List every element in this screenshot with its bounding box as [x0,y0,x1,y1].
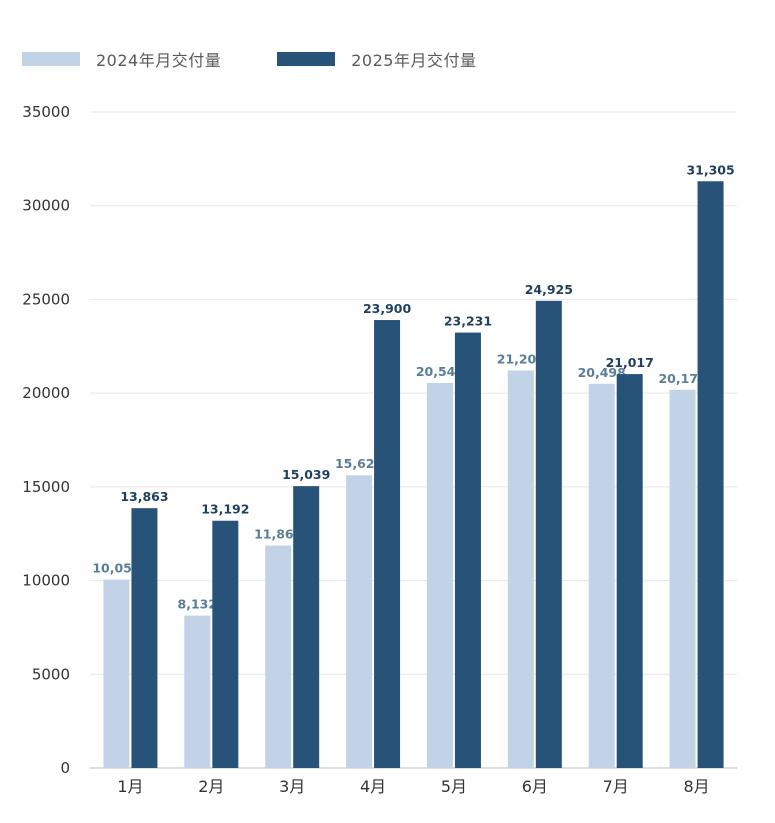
x-tick-label: 5月 [441,777,467,796]
y-tick-label: 25000 [22,290,70,308]
bar-2024 [588,383,615,768]
x-tick-label: 2月 [198,777,224,796]
bar-2024 [507,370,534,768]
data-label-2025: 24,925 [525,282,573,297]
data-label-2025: 23,900 [363,301,412,316]
data-label-2024: 20,544 [416,364,465,379]
legend-item-2025: 2025年月交付量 [277,47,476,71]
legend-swatch-2025 [277,52,336,66]
bar-2025 [697,181,724,768]
data-label-2025: 13,863 [120,489,168,504]
bar-2025 [616,374,643,768]
bar-2025 [212,520,239,768]
y-tick-label: 15000 [22,478,70,496]
bar-2024 [184,615,211,768]
x-tick-label: 8月 [683,777,709,796]
bar-2025 [293,486,320,768]
data-label-2024: 21,209 [497,351,545,366]
data-label-2025: 21,017 [606,355,654,370]
bar-2024 [346,475,373,768]
x-tick-label: 4月 [360,777,386,796]
bar-2025 [535,300,562,768]
x-tick-label: 1月 [117,777,143,796]
y-tick-label: 30000 [22,197,70,215]
bar-2025 [131,508,158,768]
data-label-2024: 20,176 [658,371,707,386]
data-label-2024: 8,132 [178,597,218,612]
x-tick-label: 7月 [603,777,629,796]
bar-2025 [374,320,401,768]
data-label-2025: 31,305 [686,162,734,177]
bar-2024 [426,382,453,768]
y-tick-label: 35000 [22,103,70,121]
data-label-2025: 13,192 [201,502,249,517]
y-tick-label: 5000 [32,665,70,683]
y-tick-label: 0 [60,759,70,777]
data-label-2024: 10,055 [92,561,140,576]
bar-2024 [103,579,130,768]
bar-2024 [265,545,292,768]
bar-2024 [669,389,696,768]
data-label-2024: 11,866 [254,527,303,542]
bar-2025 [454,332,481,768]
x-tick-label: 3月 [279,777,305,796]
legend-label-2024: 2024年月交付量 [96,51,222,70]
y-tick-label: 20000 [22,384,70,402]
data-label-2025: 23,231 [444,314,492,329]
legend-item-2024: 2024年月交付量 [22,47,221,71]
y-tick-label: 10000 [22,572,70,590]
x-tick-label: 6月 [522,777,548,796]
legend-label-2025: 2025年月交付量 [351,51,477,70]
data-label-2024: 15,620 [335,456,384,471]
legend: 2024年月交付量 2025年月交付量 [22,47,532,71]
legend-swatch-2024 [22,52,80,66]
data-label-2024: 20,498 [578,365,626,380]
data-label-2025: 15,039 [282,467,330,482]
